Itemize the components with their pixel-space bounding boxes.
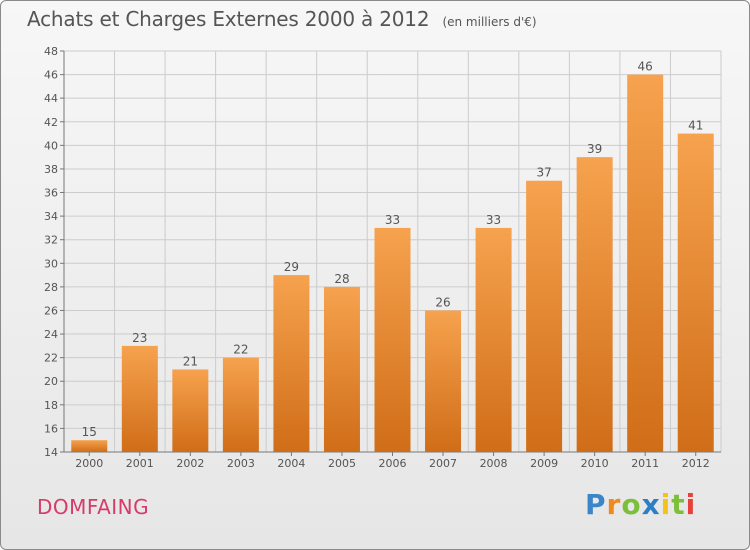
x-tick-label: 2006 xyxy=(379,457,407,470)
bar xyxy=(425,310,462,452)
data-label: 37 xyxy=(536,166,551,180)
title-unit: (en milliers d'€) xyxy=(442,15,537,29)
data-label: 28 xyxy=(334,272,349,286)
x-tick-label: 2003 xyxy=(227,457,255,470)
chart-title: Achats et Charges Externes 2000 à 2012 (… xyxy=(27,7,537,31)
bars xyxy=(71,74,714,453)
bar xyxy=(526,180,563,452)
bar xyxy=(222,357,259,452)
bar xyxy=(71,440,108,452)
y-tick-label: 30 xyxy=(44,257,58,270)
y-tick-label: 36 xyxy=(44,187,58,200)
y-tick-label: 24 xyxy=(44,328,58,341)
bar xyxy=(374,227,411,452)
bar xyxy=(273,275,310,452)
title-main: Achats et Charges Externes 2000 à 2012 xyxy=(27,7,430,31)
data-label: 39 xyxy=(587,142,602,156)
logo-letter: t xyxy=(671,488,686,521)
x-tick-label: 2010 xyxy=(581,457,609,470)
data-label: 33 xyxy=(385,213,400,227)
bar xyxy=(627,74,664,453)
proxiti-logo: Proxiti xyxy=(585,488,696,521)
bar xyxy=(172,369,209,452)
y-tick-label: 20 xyxy=(44,375,58,388)
x-tick-label: 2008 xyxy=(480,457,508,470)
data-label: 21 xyxy=(183,354,198,368)
bar xyxy=(323,286,360,452)
y-tick-label: 26 xyxy=(44,304,58,317)
axes: 14 16 18 20 22 24 26 28 30 32 34 36 38 40 42 44 46 48 2000… xyxy=(44,45,721,470)
x-tick-label: 2011 xyxy=(631,457,659,470)
bar xyxy=(677,133,714,452)
y-tick-label: 40 xyxy=(44,139,58,152)
x-tick-label: 2004 xyxy=(277,457,305,470)
logo-letter: o xyxy=(621,488,642,521)
y-tick-label: 18 xyxy=(44,399,58,412)
x-tick-label: 2000 xyxy=(75,457,103,470)
y-tick-label: 28 xyxy=(44,281,58,294)
y-tick-label: 16 xyxy=(44,422,58,435)
y-tick-label: 44 xyxy=(44,92,58,105)
data-label: 41 xyxy=(688,119,703,133)
y-tick-label: 34 xyxy=(44,210,58,223)
x-tick-label: 2005 xyxy=(328,457,356,470)
logo-letter: i xyxy=(660,488,672,521)
x-tick-label: 2001 xyxy=(126,457,154,470)
bar xyxy=(475,227,512,452)
data-label: 23 xyxy=(132,331,147,345)
bar xyxy=(576,157,613,452)
data-label: 22 xyxy=(233,343,248,357)
data-label: 15 xyxy=(82,425,97,439)
y-tick-label: 38 xyxy=(44,163,58,176)
y-tick-label: 42 xyxy=(44,116,58,129)
data-label: 29 xyxy=(284,260,299,274)
data-label: 26 xyxy=(435,295,450,309)
y-tick-label: 32 xyxy=(44,234,58,247)
data-label: 33 xyxy=(486,213,501,227)
y-tick-label: 46 xyxy=(44,69,58,82)
data-label: 46 xyxy=(638,60,653,74)
x-tick-label: 2002 xyxy=(176,457,204,470)
x-tick-label: 2012 xyxy=(682,457,710,470)
y-tick-label: 48 xyxy=(44,45,58,58)
y-tick-label: 22 xyxy=(44,352,58,365)
logo-letter: r xyxy=(606,488,622,521)
bar xyxy=(121,345,158,452)
logo-letter: P xyxy=(585,488,607,521)
data-labels: 15 23 21 22 29 28 33 26 33 37 39 46 41 xyxy=(82,60,704,440)
x-tick-label: 2007 xyxy=(429,457,457,470)
logo-letter: i xyxy=(685,488,697,521)
commune-name: DOMFAING xyxy=(37,495,150,519)
y-tick-label: 14 xyxy=(44,446,58,459)
x-tick-label: 2009 xyxy=(530,457,558,470)
logo-letter: x xyxy=(641,488,661,521)
